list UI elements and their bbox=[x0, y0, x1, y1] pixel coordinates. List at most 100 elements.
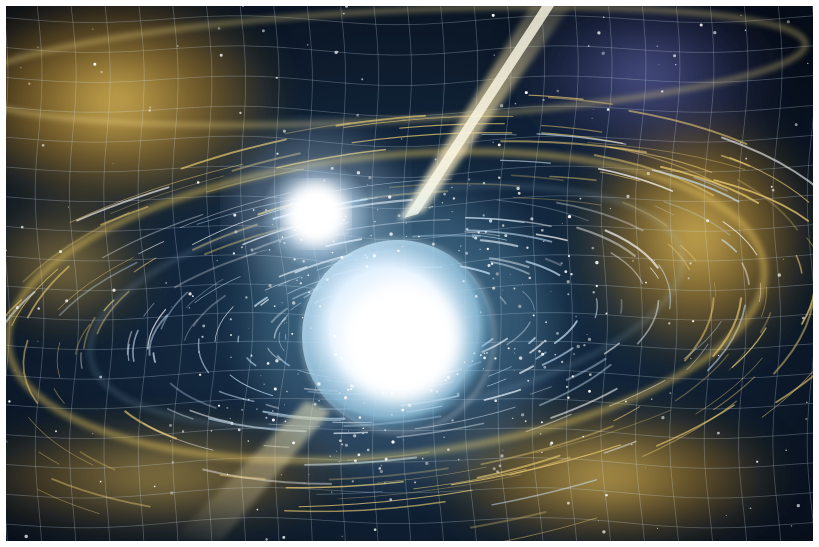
swirl-streak bbox=[503, 517, 598, 541]
sparkle bbox=[378, 366, 381, 369]
sparkle bbox=[492, 286, 496, 290]
sparkle bbox=[465, 227, 469, 231]
sparkle bbox=[567, 293, 570, 296]
sparkle bbox=[340, 256, 344, 259]
swirl-streak bbox=[536, 133, 627, 145]
sparkle bbox=[266, 362, 270, 365]
sparkle bbox=[59, 250, 62, 254]
sparkle bbox=[241, 409, 244, 411]
sparkle bbox=[591, 117, 593, 119]
grid-line-vertical bbox=[600, 6, 613, 541]
sparkle bbox=[479, 354, 482, 357]
sparkle bbox=[448, 153, 451, 155]
sparkle bbox=[538, 350, 541, 353]
sparkle bbox=[216, 284, 218, 286]
sparkle bbox=[566, 280, 570, 284]
sparkle bbox=[456, 392, 460, 396]
sparkle bbox=[513, 352, 516, 354]
sparkle bbox=[384, 482, 386, 484]
sparkle bbox=[588, 45, 590, 47]
sparkle bbox=[377, 209, 379, 211]
swirl-streak bbox=[773, 302, 813, 375]
sparkle bbox=[796, 504, 800, 508]
sparkle bbox=[282, 536, 286, 539]
sparkle bbox=[247, 440, 250, 442]
sparkle bbox=[252, 209, 255, 211]
sparkle bbox=[240, 246, 243, 249]
sparkle bbox=[458, 250, 460, 252]
sparkle bbox=[305, 204, 308, 207]
sparkle bbox=[149, 106, 152, 109]
sparkle bbox=[725, 514, 727, 516]
sparkle bbox=[37, 340, 39, 342]
sparkle bbox=[250, 354, 253, 357]
sparkle bbox=[272, 410, 274, 412]
sparkle bbox=[561, 222, 563, 224]
swirl-streak bbox=[656, 404, 735, 447]
sparkle bbox=[210, 430, 213, 432]
sparkle bbox=[303, 482, 305, 484]
sparkle bbox=[92, 432, 94, 435]
sparkle bbox=[37, 46, 39, 48]
sparkle bbox=[389, 498, 393, 501]
swirl-streak bbox=[133, 257, 157, 273]
sparkle bbox=[344, 215, 347, 218]
sparkle bbox=[320, 188, 322, 190]
sparkle bbox=[441, 202, 444, 204]
sparkle bbox=[397, 249, 400, 253]
swirl-streak bbox=[713, 282, 716, 297]
sparkle bbox=[540, 421, 543, 424]
sparkle bbox=[605, 494, 608, 497]
grid-line-vertical bbox=[103, 6, 114, 541]
sparkle bbox=[492, 467, 496, 471]
sparkle bbox=[496, 470, 499, 474]
sparkle bbox=[325, 278, 329, 281]
sparkle bbox=[482, 181, 486, 185]
sparkle bbox=[602, 530, 606, 534]
sparkle bbox=[541, 451, 543, 454]
sparkle bbox=[373, 226, 375, 227]
sparkle bbox=[451, 419, 454, 422]
grid-line-horizontal bbox=[6, 75, 813, 86]
swirl-streak bbox=[284, 500, 446, 513]
sparkle bbox=[296, 225, 299, 229]
sparkle bbox=[217, 404, 221, 407]
sparkle bbox=[181, 430, 185, 433]
swirl-streak bbox=[603, 440, 637, 454]
sparkle bbox=[463, 361, 466, 364]
sparkle bbox=[14, 370, 16, 371]
sparkle bbox=[388, 195, 392, 199]
sparkle bbox=[405, 222, 407, 224]
sparkle bbox=[344, 443, 348, 447]
sparkle bbox=[567, 396, 570, 399]
swirl-streak bbox=[138, 241, 165, 255]
sparkle bbox=[545, 321, 547, 324]
swirl-streak bbox=[96, 290, 130, 335]
sparkle bbox=[310, 327, 312, 329]
sparkle bbox=[379, 469, 383, 474]
sparkle bbox=[396, 364, 399, 368]
sparkle bbox=[587, 337, 592, 341]
sparkle bbox=[783, 258, 785, 260]
sparkle bbox=[389, 232, 393, 236]
sparkle bbox=[511, 417, 514, 420]
sparkle bbox=[192, 295, 194, 297]
sparkle bbox=[692, 320, 695, 323]
sparkle bbox=[794, 123, 798, 126]
sparkle bbox=[609, 208, 612, 210]
sparkle bbox=[362, 427, 365, 430]
sparkle bbox=[542, 98, 545, 102]
sparkle bbox=[770, 185, 773, 188]
sparkle bbox=[514, 102, 517, 105]
sparkle bbox=[571, 375, 574, 378]
swirl-streak bbox=[22, 211, 130, 283]
sparkle bbox=[268, 249, 271, 251]
sparkle bbox=[171, 461, 174, 464]
sparkle bbox=[489, 219, 493, 223]
swirl-streak bbox=[450, 444, 622, 486]
sparkle bbox=[407, 403, 412, 408]
sparkle bbox=[343, 219, 345, 221]
sparkle bbox=[576, 344, 580, 349]
swirl-streak bbox=[510, 174, 564, 182]
swirl-streak bbox=[663, 201, 731, 236]
